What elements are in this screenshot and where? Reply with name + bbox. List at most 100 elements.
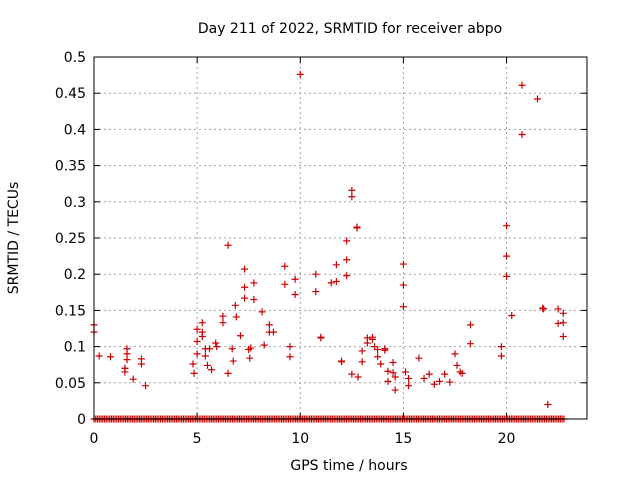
data-point <box>391 386 399 394</box>
data-point <box>399 260 407 268</box>
data-point <box>142 382 150 390</box>
data-point <box>391 373 399 381</box>
data-point <box>436 377 444 385</box>
data-point <box>343 237 351 245</box>
data-point <box>123 356 131 364</box>
data-point <box>121 364 129 372</box>
data-point <box>206 345 214 353</box>
plot-frame <box>93 56 588 420</box>
data-point <box>503 272 511 280</box>
data-point <box>236 332 244 340</box>
data-point <box>348 370 356 378</box>
data-point <box>193 350 201 358</box>
data-point <box>250 279 258 287</box>
data-point <box>554 305 562 313</box>
y-tick-label: 0.05 <box>55 376 86 392</box>
y-tick-label: 0.5 <box>64 50 86 66</box>
data-point <box>353 224 361 232</box>
data-point <box>508 311 516 319</box>
data-point <box>453 361 461 369</box>
data-point <box>401 368 409 376</box>
x-tick-label: 10 <box>291 431 309 447</box>
y-tick-label: 0.35 <box>55 159 86 175</box>
data-point <box>241 283 249 291</box>
data-point <box>399 303 407 311</box>
data-point <box>518 130 526 138</box>
data-point <box>129 375 137 383</box>
y-tick-label: 0.1 <box>64 340 86 356</box>
y-tick-label: 0.2 <box>64 267 86 283</box>
data-point <box>497 343 505 351</box>
grid-lines <box>94 57 587 419</box>
data-point <box>348 193 356 201</box>
data-point <box>358 358 366 366</box>
data-point <box>246 354 254 362</box>
data-point <box>312 288 320 296</box>
data-point <box>260 341 268 349</box>
data-point <box>281 280 289 288</box>
data-point <box>327 279 335 287</box>
data-point <box>212 339 220 347</box>
data-point <box>224 241 232 249</box>
data-point <box>286 343 294 351</box>
data-point <box>466 321 474 329</box>
y-tick-label: 0.45 <box>55 86 86 102</box>
data-point <box>354 373 362 381</box>
data-point <box>374 353 382 361</box>
data-point <box>415 354 423 362</box>
tick-labels: 0 0.05 0.1 0.15 0.2 0.25 0.3 0.35 0.4 0.45 0.5 0 5 10… <box>55 50 516 447</box>
data-point <box>190 369 198 377</box>
data-point <box>544 401 552 409</box>
data-point <box>193 338 201 346</box>
data-point <box>312 270 320 278</box>
data-point <box>441 370 449 378</box>
data-point <box>247 344 255 352</box>
data-point <box>296 70 304 78</box>
data-point <box>368 335 376 343</box>
data-point <box>250 296 258 304</box>
data-point <box>554 319 562 327</box>
x-tick-label: 5 <box>193 431 202 447</box>
data-point <box>208 366 216 374</box>
data-point <box>229 357 237 365</box>
data-point <box>281 262 289 270</box>
data-point <box>363 339 371 347</box>
data-point <box>291 275 299 283</box>
data-point <box>95 352 103 360</box>
data-point <box>269 328 277 336</box>
data-point <box>425 370 433 378</box>
y-tick-label: 0.25 <box>55 231 86 247</box>
data-point <box>358 347 366 355</box>
data-point <box>332 277 340 285</box>
data-point <box>399 281 407 289</box>
data-point <box>466 340 474 348</box>
data-point <box>384 367 392 375</box>
data-point <box>405 374 413 382</box>
data-points <box>90 70 568 423</box>
y-tick-label: 0 <box>77 412 86 428</box>
data-point <box>228 345 236 353</box>
data-point <box>343 256 351 264</box>
data-point <box>458 369 466 377</box>
data-point <box>231 301 239 309</box>
data-point <box>430 380 438 388</box>
data-point <box>559 309 567 317</box>
data-point <box>332 261 340 269</box>
data-point <box>348 186 356 194</box>
data-point <box>389 369 397 377</box>
data-point <box>232 313 240 321</box>
data-point <box>405 382 413 390</box>
data-point <box>559 332 567 340</box>
data-point <box>201 352 209 360</box>
data-point <box>559 319 567 327</box>
data-point <box>258 308 266 316</box>
data-point <box>384 377 392 385</box>
data-point <box>343 272 351 280</box>
data-point <box>198 332 206 340</box>
x-tick-label: 20 <box>498 431 516 447</box>
data-point <box>241 265 249 273</box>
data-point <box>381 346 389 354</box>
data-point <box>198 319 206 327</box>
data-point <box>291 290 299 298</box>
